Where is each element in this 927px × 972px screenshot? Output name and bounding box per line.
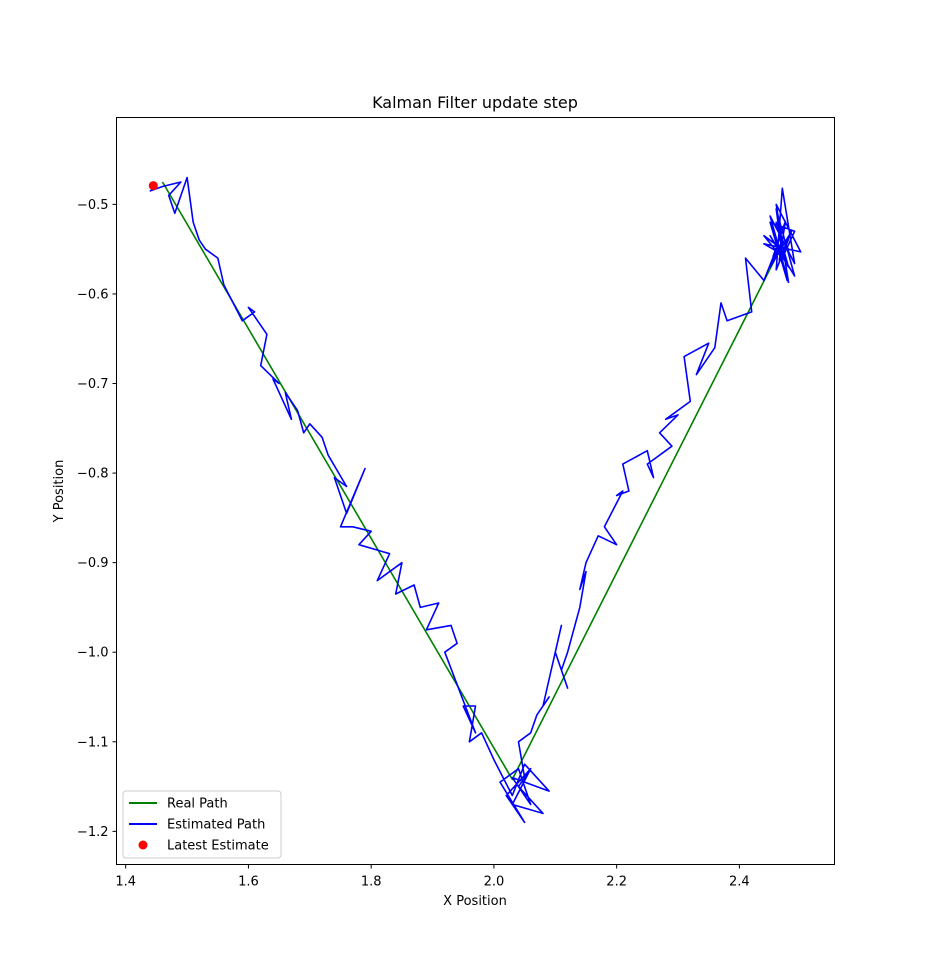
axis-ticks: 1.4 1.6 1.8 2.0 2.2 2.4 −0.5 −0.6 −0.7 −0.8 −0.9 −1… <box>77 198 750 890</box>
x-tick-label: 2.0 <box>484 875 505 890</box>
series-line-0 <box>161 181 784 781</box>
x-tick-label: 2.4 <box>729 875 750 890</box>
plot-area <box>148 176 802 824</box>
y-tick-label: −1.0 <box>77 646 109 661</box>
legend-label: Real Path <box>167 797 228 812</box>
y-tick-label: −0.8 <box>77 467 109 482</box>
legend-label: Estimated Path <box>167 818 265 833</box>
legend-box <box>122 790 282 859</box>
legend: Real Path Estimated Path Latest Estimate <box>122 790 282 859</box>
axes-frame <box>116 117 835 865</box>
scatter-point-2-0 <box>148 181 158 191</box>
y-tick-label: −0.9 <box>77 556 109 571</box>
y-tick-label: −1.2 <box>77 825 109 840</box>
x-axis-label: X Position <box>443 894 507 909</box>
chart-title: Kalman Filter update step <box>372 93 578 112</box>
x-tick-label: 1.6 <box>238 875 259 890</box>
y-tick-label: −1.1 <box>77 735 109 750</box>
x-tick-label: 1.4 <box>115 875 136 890</box>
y-axis-label: Y Position <box>52 460 67 524</box>
series-line-1 <box>149 176 802 824</box>
legend-label: Latest Estimate <box>167 839 269 854</box>
x-tick-label: 1.8 <box>361 875 382 890</box>
y-tick-label: −0.7 <box>77 377 109 392</box>
y-tick-label: −0.6 <box>77 287 109 302</box>
x-tick-label: 2.2 <box>606 875 627 890</box>
legend-dot-marker <box>138 840 148 850</box>
y-tick-label: −0.5 <box>77 198 109 213</box>
